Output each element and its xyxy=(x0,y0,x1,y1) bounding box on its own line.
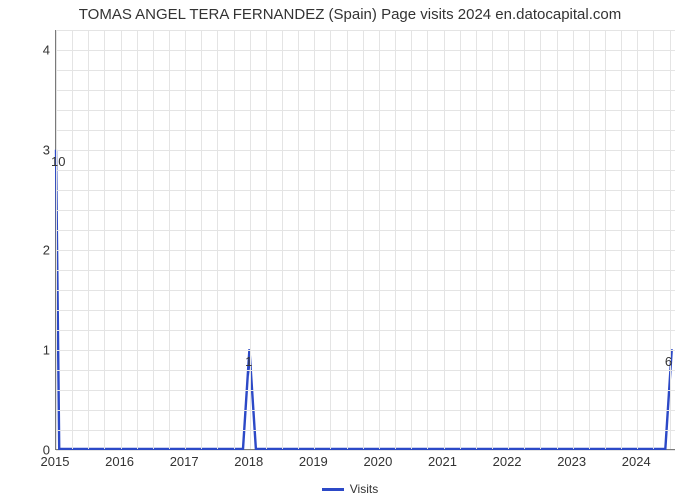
x-tick-label: 2018 xyxy=(234,454,263,469)
gridline-v xyxy=(314,30,315,449)
x-tick-label: 2016 xyxy=(105,454,134,469)
y-tick-label: 3 xyxy=(10,143,50,158)
gridline-v xyxy=(589,30,590,449)
gridline-h xyxy=(56,30,675,31)
gridline-v xyxy=(234,30,235,449)
gridline-v xyxy=(201,30,202,449)
gridline-v xyxy=(363,30,364,449)
data-point-label: 6 xyxy=(665,354,672,369)
gridline-v xyxy=(411,30,412,449)
legend-swatch xyxy=(322,488,344,491)
gridline-v xyxy=(637,30,638,449)
gridline-v xyxy=(282,30,283,449)
gridline-v xyxy=(298,30,299,449)
gridline-h xyxy=(56,310,675,311)
x-tick-label: 2021 xyxy=(428,454,457,469)
gridline-v xyxy=(72,30,73,449)
data-point-label: 10 xyxy=(51,154,65,169)
y-tick-label: 4 xyxy=(10,43,50,58)
gridline-v xyxy=(508,30,509,449)
visits-chart: TOMAS ANGEL TERA FERNANDEZ (Spain) Page … xyxy=(0,0,700,500)
x-tick-label: 2019 xyxy=(299,454,328,469)
gridline-h xyxy=(56,250,675,251)
gridline-h xyxy=(56,390,675,391)
gridline-v xyxy=(104,30,105,449)
gridline-h xyxy=(56,350,675,351)
y-tick-label: 1 xyxy=(10,343,50,358)
gridline-v xyxy=(347,30,348,449)
x-tick-label: 2024 xyxy=(622,454,651,469)
gridline-h xyxy=(56,190,675,191)
gridline-h xyxy=(56,110,675,111)
gridline-h xyxy=(56,410,675,411)
x-tick-label: 2020 xyxy=(363,454,392,469)
gridline-h xyxy=(56,90,675,91)
gridline-v xyxy=(621,30,622,449)
gridline-v xyxy=(379,30,380,449)
gridline-v xyxy=(153,30,154,449)
gridline-h xyxy=(56,50,675,51)
legend: Visits xyxy=(0,482,700,496)
gridline-v xyxy=(169,30,170,449)
gridline-v xyxy=(492,30,493,449)
gridline-h xyxy=(56,450,675,451)
gridline-v xyxy=(460,30,461,449)
gridline-v xyxy=(573,30,574,449)
gridline-h xyxy=(56,150,675,151)
x-tick-label: 2017 xyxy=(170,454,199,469)
gridline-v xyxy=(56,30,57,449)
gridline-v xyxy=(670,30,671,449)
gridline-v xyxy=(88,30,89,449)
gridline-v xyxy=(427,30,428,449)
data-point-label: 1 xyxy=(245,354,252,369)
gridline-h xyxy=(56,130,675,131)
gridline-v xyxy=(540,30,541,449)
gridline-v xyxy=(217,30,218,449)
gridline-v xyxy=(185,30,186,449)
visits-line xyxy=(56,150,672,449)
gridline-v xyxy=(121,30,122,449)
gridline-h xyxy=(56,210,675,211)
line-series xyxy=(56,30,675,449)
x-tick-label: 2015 xyxy=(41,454,70,469)
gridline-v xyxy=(250,30,251,449)
gridline-v xyxy=(524,30,525,449)
gridline-h xyxy=(56,170,675,171)
gridline-h xyxy=(56,270,675,271)
gridline-v xyxy=(605,30,606,449)
gridline-v xyxy=(137,30,138,449)
gridline-v xyxy=(330,30,331,449)
gridline-h xyxy=(56,370,675,371)
y-tick-label: 2 xyxy=(10,243,50,258)
gridline-h xyxy=(56,430,675,431)
legend-label: Visits xyxy=(350,482,378,496)
gridline-h xyxy=(56,230,675,231)
x-tick-label: 2023 xyxy=(557,454,586,469)
chart-title: TOMAS ANGEL TERA FERNANDEZ (Spain) Page … xyxy=(0,6,700,23)
gridline-v xyxy=(653,30,654,449)
gridline-v xyxy=(444,30,445,449)
plot-area xyxy=(55,30,675,450)
gridline-v xyxy=(395,30,396,449)
gridline-v xyxy=(266,30,267,449)
gridline-v xyxy=(557,30,558,449)
gridline-h xyxy=(56,290,675,291)
x-tick-label: 2022 xyxy=(493,454,522,469)
gridline-h xyxy=(56,70,675,71)
gridline-h xyxy=(56,330,675,331)
gridline-v xyxy=(476,30,477,449)
